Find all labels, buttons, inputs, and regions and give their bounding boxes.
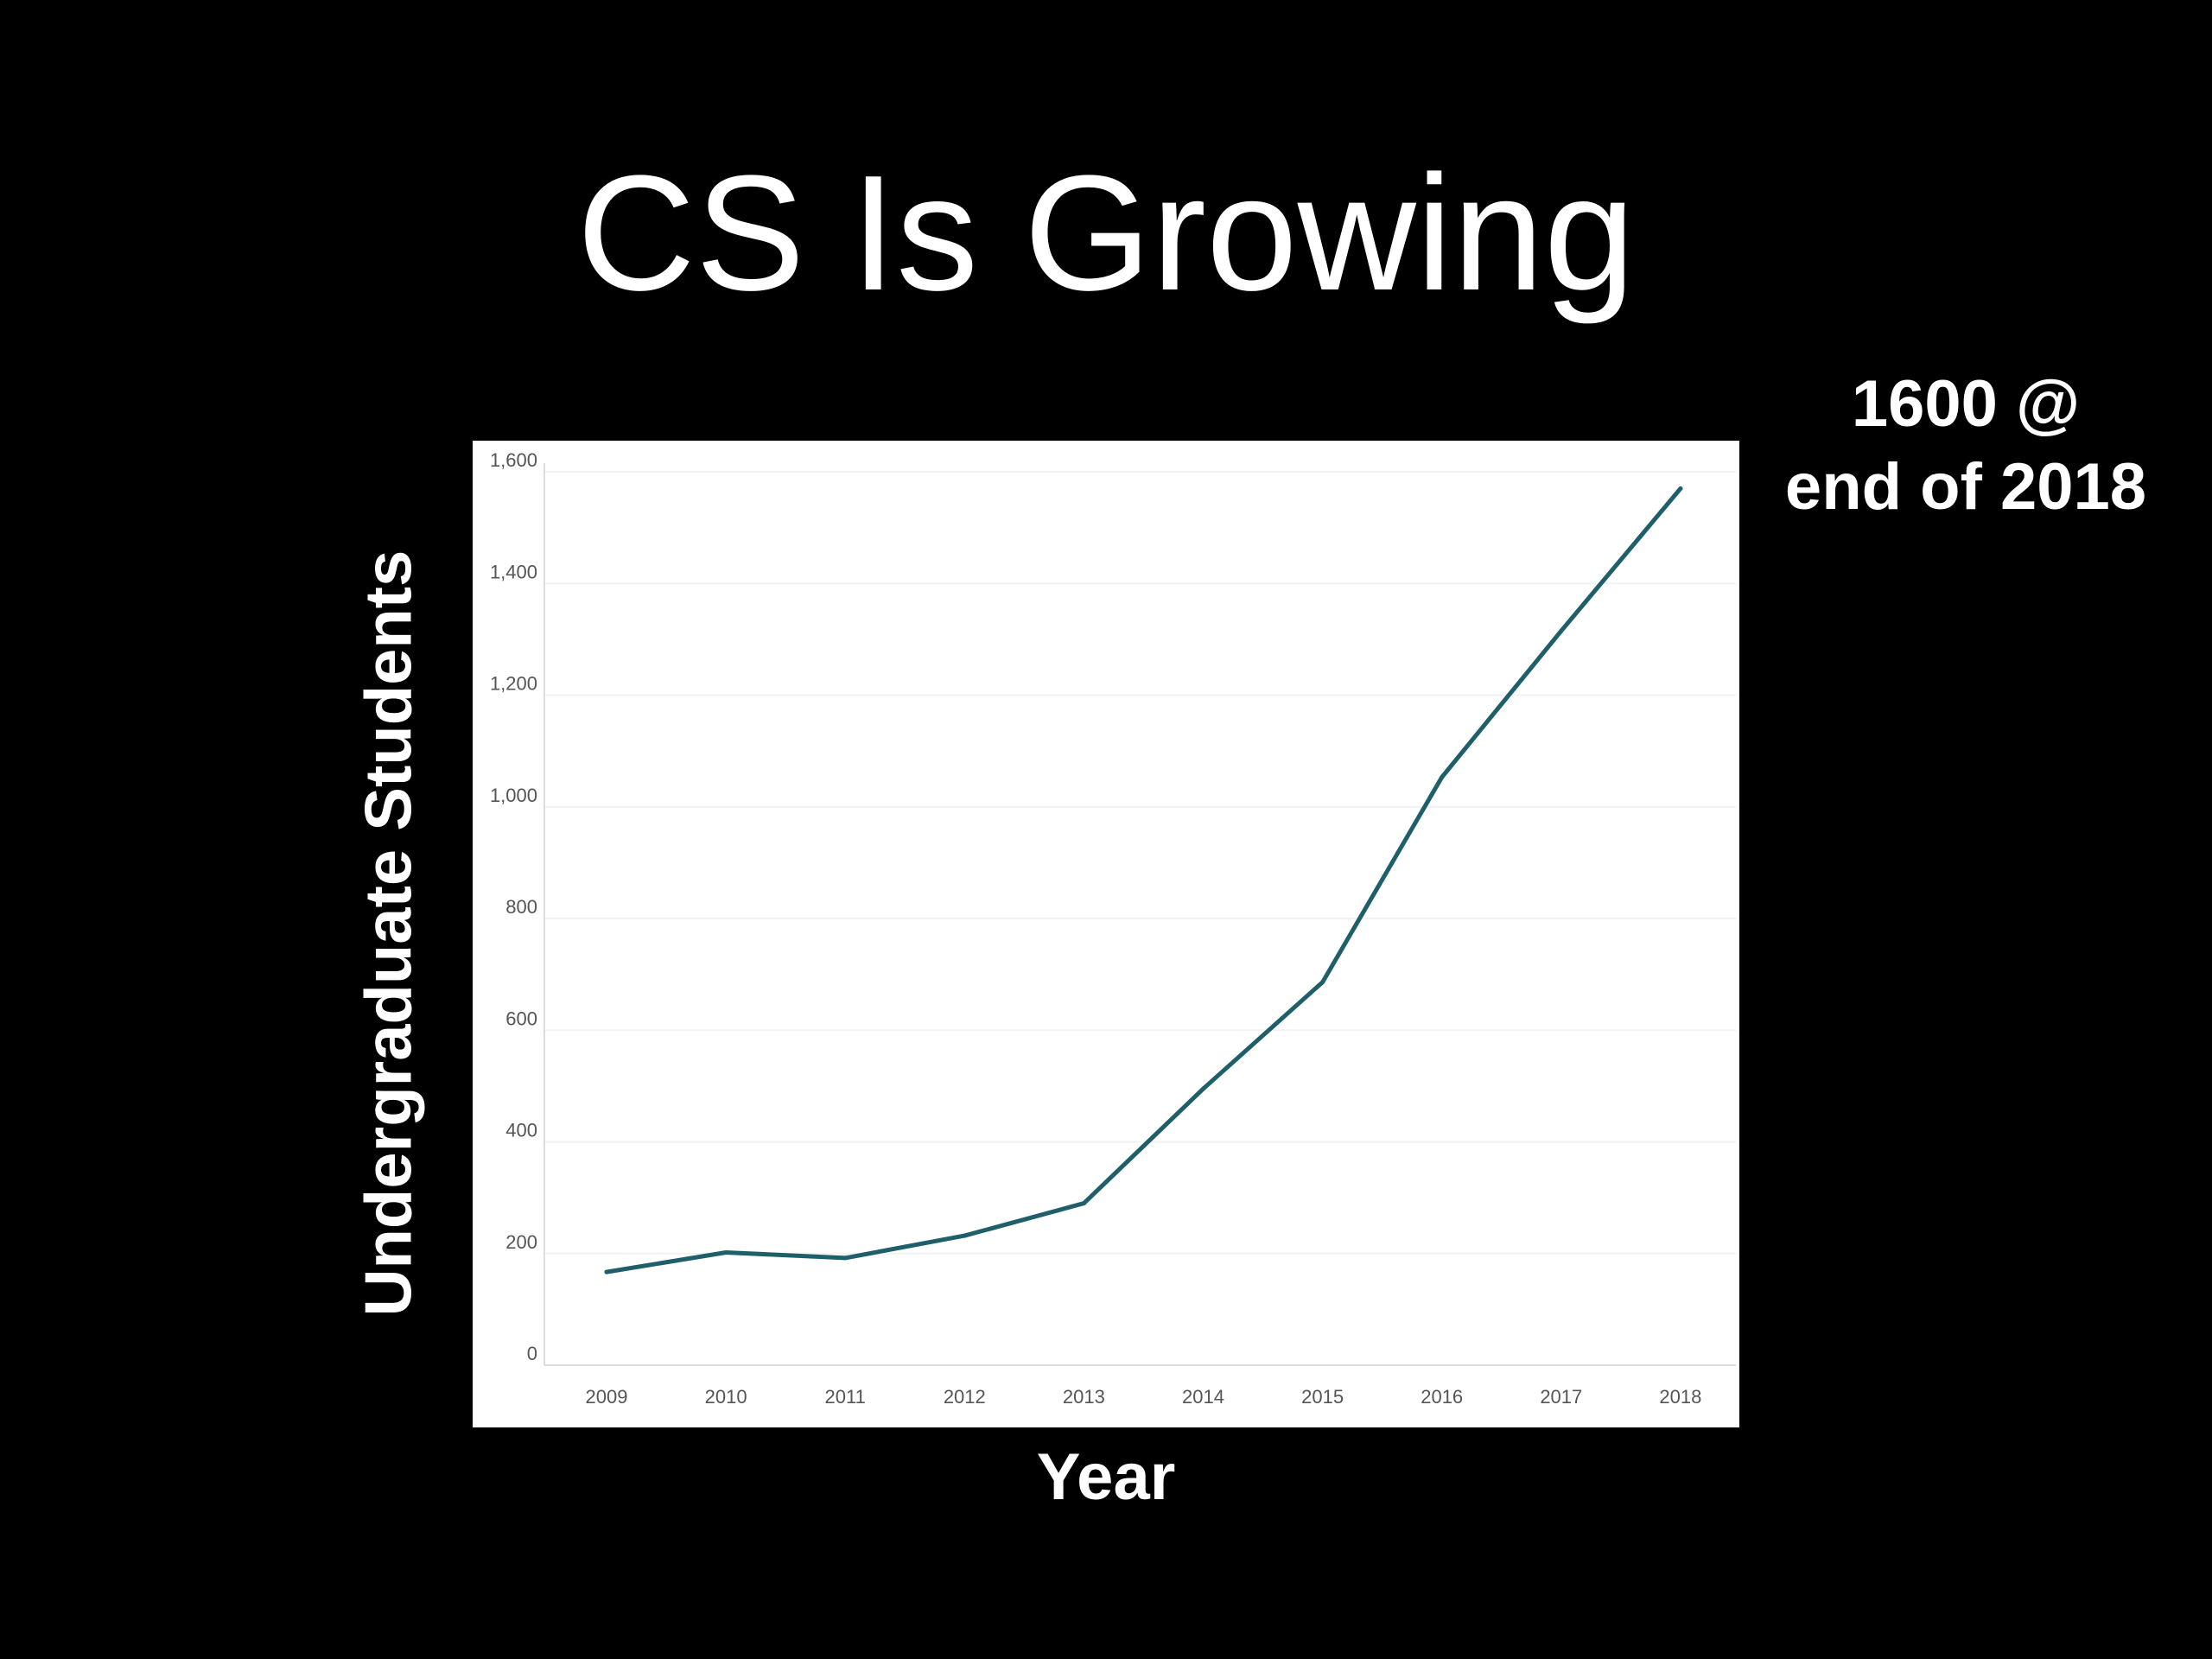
slide-title: CS Is Growing <box>576 142 1636 325</box>
data-point-2017 <box>1559 628 1564 633</box>
y-tick-label: 400 <box>505 1120 537 1141</box>
data-point-2018 <box>1678 486 1683 491</box>
x-axis-title: Year <box>1036 1440 1176 1514</box>
x-tick-label: 2014 <box>1182 1386 1224 1408</box>
series <box>604 486 1683 1274</box>
y-axis-title: Undergraduate Students <box>352 550 426 1317</box>
data-point-2014 <box>1201 1086 1205 1091</box>
y-tick-label: 600 <box>505 1007 537 1029</box>
x-tick-label: 2015 <box>1301 1386 1344 1408</box>
x-tick-label: 2017 <box>1540 1386 1582 1408</box>
x-tick-label: 2016 <box>1421 1386 1463 1408</box>
axes <box>543 463 1736 1366</box>
x-tick-label: 2011 <box>825 1386 866 1408</box>
series-line <box>604 486 1683 1274</box>
x-tick-label: 2013 <box>1063 1386 1105 1408</box>
y-tick-label: 200 <box>505 1231 537 1253</box>
y-tick-label: 0 <box>527 1343 537 1364</box>
y-tick-label: 1,000 <box>490 785 537 806</box>
x-tick-label: 2018 <box>1659 1386 1701 1408</box>
grid-lines <box>544 471 1736 1255</box>
data-point-2010 <box>723 1249 728 1255</box>
callout-line-1: 1600 @ <box>1851 367 2081 441</box>
y-tick-label: 800 <box>505 896 537 918</box>
data-point-2012 <box>962 1233 967 1238</box>
y-tick-label: 1,600 <box>490 449 537 471</box>
chart-panel: 0 200 400 600 800 1,000 1,200 1,400 1,600 2009 20… <box>473 441 1739 1427</box>
x-tick-label: 2010 <box>705 1386 747 1408</box>
callout-line-2: end of 2018 <box>1784 450 2147 524</box>
y-tick-label: 1,200 <box>490 673 537 695</box>
data-point-2015 <box>1320 980 1325 985</box>
callout-note: 1600 @ end of 2018 <box>1754 363 2177 529</box>
x-tick-labels: 2009 2010 2011 2012 2013 2014 2015 2016 2017 2018 <box>586 1386 1702 1408</box>
data-point-2009 <box>604 1269 609 1274</box>
x-tick-label: 2012 <box>944 1386 986 1408</box>
y-tick-label: 1,400 <box>490 561 537 582</box>
x-tick-label: 2009 <box>586 1386 628 1408</box>
y-tick-labels: 0 200 400 600 800 1,000 1,200 1,400 1,600 <box>490 449 537 1364</box>
data-point-2013 <box>1081 1201 1086 1206</box>
data-point-2016 <box>1440 774 1445 779</box>
data-point-2011 <box>842 1255 848 1261</box>
